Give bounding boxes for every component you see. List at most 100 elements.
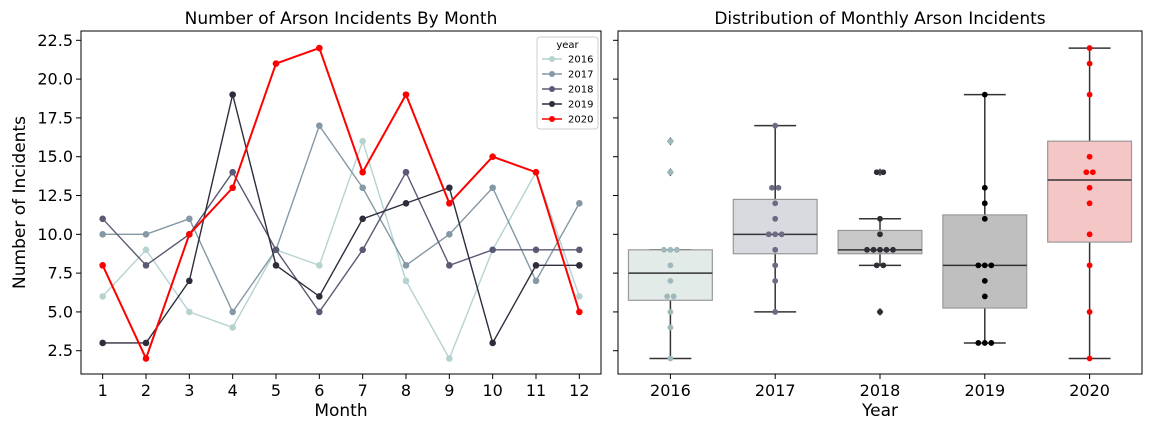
series-point-2017 — [229, 308, 236, 316]
series-point-2020 — [142, 355, 150, 362]
swarm-point-2016 — [667, 246, 674, 253]
swarm-point-2019 — [981, 340, 988, 346]
left-x-tick-label: 5 — [271, 381, 281, 400]
swarm-point-2016 — [667, 138, 674, 145]
series-point-2019 — [446, 184, 453, 192]
series-line-2017 — [102, 124, 580, 314]
series-point-2018 — [229, 168, 236, 176]
series-point-2020 — [576, 308, 583, 316]
series-point-2019 — [186, 277, 193, 285]
swarm-point-2019 — [988, 262, 995, 269]
swarm-point-2019 — [988, 340, 995, 346]
swarm-point-2018 — [873, 169, 880, 176]
left-x-tick-label: 6 — [314, 381, 324, 400]
left-x-tick-label: 4 — [228, 381, 238, 400]
swarm-point-2020 — [1086, 262, 1093, 269]
swarm-point-2020 — [1086, 355, 1093, 362]
series-point-2017 — [532, 277, 540, 285]
series-point-2020 — [99, 262, 106, 269]
legend-label: 2018 — [568, 85, 593, 96]
swarm-point-2016 — [667, 324, 674, 331]
legend-label: 2016 — [568, 55, 593, 66]
series-point-2019 — [489, 339, 496, 347]
left-x-tick-label: 2 — [141, 381, 151, 400]
series-point-2017 — [576, 199, 583, 207]
series-point-2018 — [359, 246, 366, 254]
swarm-point-2020 — [1086, 231, 1093, 238]
swarm-point-2018 — [877, 246, 883, 253]
right-chart-title: Distribution of Monthly Arson Incidents — [714, 9, 1045, 29]
series-point-2016 — [186, 308, 193, 316]
right-x-axis-label: Year — [861, 401, 898, 421]
swarm-point-2016 — [670, 293, 677, 300]
left-x-tick-label: 9 — [444, 381, 454, 400]
left-plot-frame — [80, 30, 602, 375]
left-y-tick-label: 2.5 — [48, 341, 73, 360]
series-point-2019 — [576, 262, 583, 269]
series-point-2018 — [576, 246, 583, 254]
left-y-tick-label: 17.5 — [37, 108, 73, 127]
swarm-point-2019 — [981, 200, 988, 207]
swarm-point-2018 — [870, 246, 877, 253]
legend-title: year — [556, 40, 579, 51]
left-y-tick-label: 7.5 — [48, 264, 73, 283]
series-point-2017 — [99, 231, 106, 238]
series-point-2016 — [142, 246, 150, 254]
swarm-point-2020 — [1086, 184, 1093, 191]
series-point-2018 — [532, 246, 540, 254]
left-x-tick-label: 11 — [526, 381, 546, 400]
left-y-axis-label: Number of Incidents — [10, 116, 30, 289]
series-point-2020 — [359, 168, 366, 176]
right-x-tick-label: 2016 — [650, 381, 691, 400]
left-y-tick-label: 20.0 — [37, 70, 73, 89]
swarm-point-2018 — [890, 246, 896, 253]
left-y-tick-label: 22.5 — [37, 31, 73, 50]
swarm-point-2016 — [667, 277, 674, 284]
series-point-2019 — [359, 215, 366, 223]
swarm-point-2016 — [674, 246, 680, 253]
swarm-point-2020 — [1086, 153, 1093, 160]
series-line-2020 — [101, 46, 581, 362]
series-point-2017 — [316, 122, 323, 129]
left-y-tick-label: 15.0 — [37, 147, 73, 166]
series-point-2017 — [489, 184, 496, 192]
series-point-2020 — [532, 168, 540, 176]
series-point-2020 — [229, 184, 236, 192]
box-body-2019 — [942, 214, 1028, 309]
swarm-point-2016 — [667, 309, 674, 315]
legend-swatch-marker — [549, 101, 555, 107]
series-point-2019 — [402, 199, 410, 207]
swarm-point-2020 — [1083, 169, 1090, 176]
swarm-point-2019 — [981, 91, 988, 98]
series-line-2019 — [102, 94, 580, 345]
series-point-2017 — [359, 184, 366, 192]
swarm-point-2017 — [778, 231, 785, 238]
right-box-chart: Distribution of Monthly Arson Incidents Y… — [613, 9, 1143, 421]
swarm-point-2018 — [873, 262, 880, 269]
left-x-tick-label: 1 — [98, 381, 108, 400]
swarm-point-2019 — [981, 277, 988, 284]
left-x-tick-label: 8 — [401, 381, 411, 400]
legend-label: 2017 — [568, 70, 593, 81]
swarm-point-2016 — [667, 262, 674, 269]
series-line-2018 — [102, 170, 580, 314]
series-point-2018 — [402, 168, 410, 176]
series-point-2017 — [142, 231, 150, 238]
legend-swatch-marker — [549, 86, 555, 92]
swarm-point-2018 — [864, 246, 870, 253]
swarm-point-2018 — [877, 231, 883, 238]
swarm-point-2017 — [772, 215, 779, 222]
swarm-point-2017 — [772, 200, 779, 207]
series-point-2016 — [316, 262, 323, 269]
swarm-point-2017 — [772, 277, 779, 284]
swarm-point-2016 — [661, 246, 667, 253]
swarm-point-2017 — [772, 122, 779, 129]
swarm-point-2019 — [981, 262, 988, 269]
left-x-tick-label: 10 — [482, 381, 502, 400]
legend-swatch-marker — [549, 56, 555, 62]
left-chart-title: Number of Arson Incidents By Month — [185, 9, 498, 29]
swarm-point-2018 — [877, 215, 883, 222]
swarm-point-2018 — [877, 309, 883, 315]
series-point-2018 — [142, 262, 150, 269]
